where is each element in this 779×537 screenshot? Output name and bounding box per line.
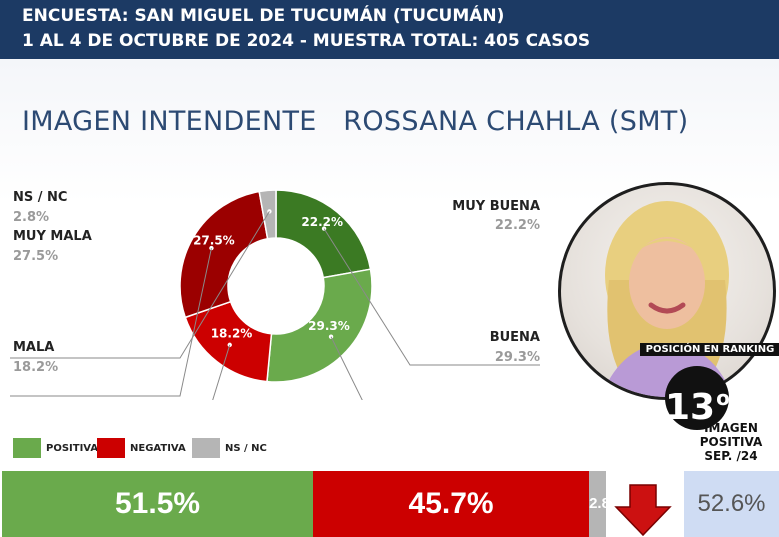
bar-positiva-label: 51.5% — [114, 487, 201, 520]
bar-nsnc: 2.8% — [589, 471, 606, 537]
survey-title: ENCUESTA: SAN MIGUEL DE TUCUMÁN (TUCUMÁN… — [22, 6, 505, 26]
label-mala: MALA — [13, 340, 55, 355]
previous-value: 52.6% — [697, 490, 766, 517]
slice-buena — [266, 268, 373, 383]
pct-muy-buena: 22.2% — [494, 218, 540, 233]
down-arrow-icon — [614, 484, 672, 537]
slice-muy-buena — [275, 189, 372, 279]
bar-negativa-label: 45.7% — [408, 487, 494, 520]
header-banner: ENCUESTA: SAN MIGUEL DE TUCUMÁN (TUCUMÁN… — [0, 0, 779, 59]
ranking-description: IMAGEN POSITIVA SEP. /24 — [699, 421, 763, 463]
previous-positive-image: 52.6% — [684, 471, 779, 537]
label-muy-mala: MUY MALA — [13, 229, 92, 244]
donut-chart: 22.2% 29.3% 18.2% 27.5% — [10, 189, 540, 400]
leader-dot-mala — [227, 342, 232, 348]
pct-ns-nc: 2.8% — [13, 210, 50, 225]
label-ns-nc: NS / NC — [13, 190, 68, 205]
bar-positiva: 51.5% — [2, 471, 314, 537]
slice-label-muy-mala: 27.5% — [193, 234, 235, 248]
slice-label-muy-buena: 22.2% — [301, 215, 343, 229]
portrait-photo — [558, 182, 776, 400]
ranking-caption: POSICIÓN EN RANKING — [640, 343, 779, 356]
leader-line-ns-nc — [10, 211, 270, 359]
leader-line-mala — [212, 344, 231, 400]
legend-negativa: NEGATIVA — [97, 438, 186, 458]
legend-swatch — [192, 438, 220, 458]
pct-muy-mala: 27.5% — [13, 249, 59, 264]
label-muy-buena: MUY BUENA — [452, 199, 540, 214]
slice-label-buena: 29.3% — [308, 319, 350, 333]
legend-swatch — [97, 438, 125, 458]
label-buena: BUENA — [489, 330, 540, 345]
bar-negativa: 45.7% — [313, 471, 590, 537]
slice-label-mala: 18.2% — [211, 327, 253, 341]
survey-details: 1 AL 4 DE OCTUBRE DE 2024 - MUESTRA TOTA… — [22, 31, 591, 51]
ranking-badge: 13o — [665, 366, 730, 430]
leader-line-muy-mala — [10, 247, 212, 397]
bar-nsnc-label: 2.8% — [589, 495, 606, 512]
chart-title: IMAGEN INTENDENTE ROSSANA CHAHLA (SMT) — [22, 106, 689, 137]
leader-line-muy-buena — [323, 228, 540, 366]
legend-nsnc: NS / NC — [192, 438, 267, 458]
pct-buena: 29.3% — [494, 350, 540, 365]
legend-positiva: POSITIVA — [13, 438, 98, 458]
pct-mala: 18.2% — [13, 360, 59, 375]
legend-swatch — [13, 438, 41, 458]
leader-line-buena — [330, 336, 363, 400]
slice-muy-mala — [179, 190, 269, 319]
